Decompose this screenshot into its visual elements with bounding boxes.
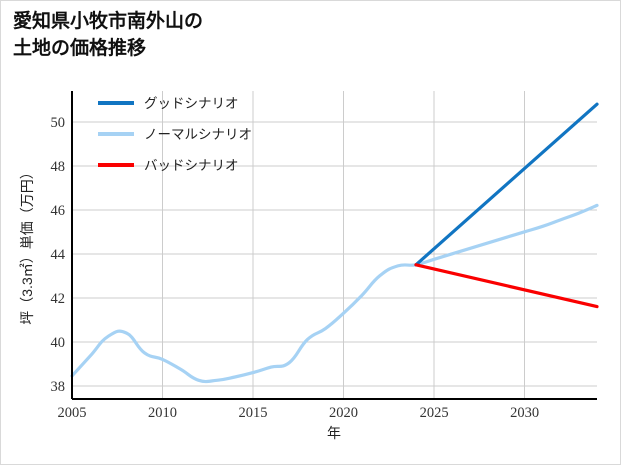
y-axis-title: 坪（3.3㎡）単価（万円）: [19, 165, 35, 324]
y-tick-label: 38: [51, 379, 66, 395]
series-line-good: [414, 102, 599, 267]
series-line-normal: [70, 203, 599, 384]
legend-label-1: ノーマルシナリオ: [144, 127, 252, 142]
x-axis-tick-labels: 2005 2010 2015 2020 2025 2030: [58, 405, 540, 421]
series-lines: [70, 102, 599, 384]
x-axis-title: 年: [327, 425, 341, 441]
x-tick-label: 2010: [148, 405, 177, 421]
legend-label-0: グッドシナリオ: [144, 96, 239, 111]
x-tick-label: 2020: [329, 405, 358, 421]
y-tick-label: 48: [51, 159, 66, 175]
axis-lines: [71, 91, 597, 400]
y-tick-label: 40: [51, 335, 66, 351]
y-tick-label: 50: [51, 115, 66, 131]
x-tick-label: 2005: [58, 405, 87, 421]
series-line-bad: [414, 263, 599, 309]
legend-label-2: バッドシナリオ: [144, 158, 239, 173]
page-title: 愛知県小牧市南外山の 土地の価格推移: [13, 11, 204, 59]
y-tick-label: 44: [51, 247, 66, 263]
y-tick-label: 42: [51, 291, 66, 307]
x-tick-label: 2030: [510, 405, 539, 421]
y-tick-label: 46: [51, 203, 66, 219]
x-tick-label: 2015: [239, 405, 268, 421]
y-axis-tick-labels: 38 40 42 44 46 48 50: [51, 115, 66, 395]
x-tick-label: 2025: [420, 405, 449, 421]
